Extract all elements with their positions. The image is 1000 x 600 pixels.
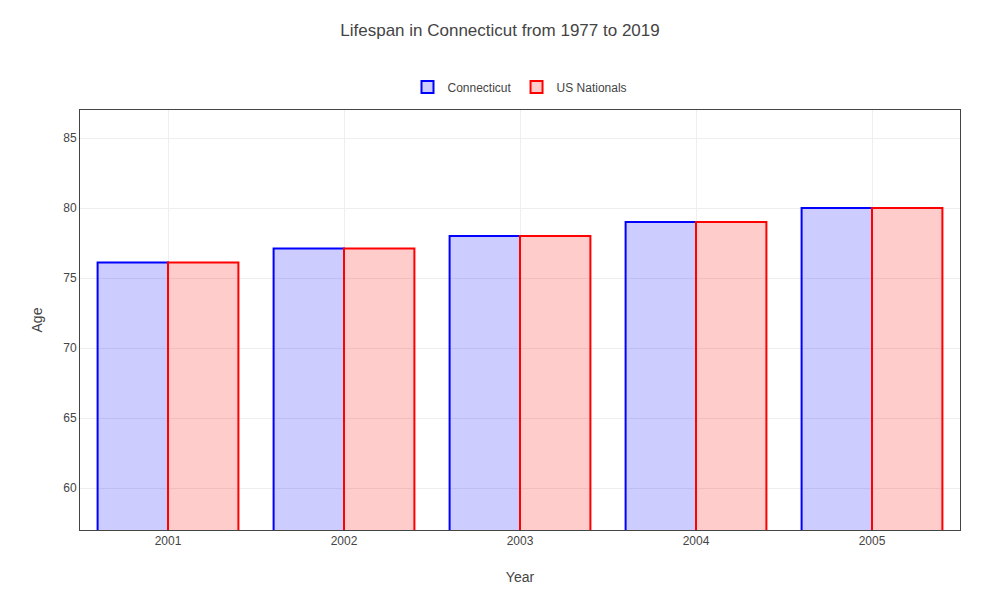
- svg-text:2004: 2004: [683, 534, 710, 548]
- svg-text:US Nationals: US Nationals: [557, 81, 627, 95]
- svg-text:Connecticut: Connecticut: [448, 81, 512, 95]
- svg-text:65: 65: [63, 411, 77, 425]
- svg-text:75: 75: [63, 271, 77, 285]
- svg-text:2003: 2003: [507, 534, 534, 548]
- svg-text:2001: 2001: [155, 534, 182, 548]
- svg-text:2002: 2002: [331, 534, 358, 548]
- svg-text:Year: Year: [506, 569, 535, 585]
- svg-text:60: 60: [63, 481, 77, 495]
- svg-text:Lifespan in Connecticut from 1: Lifespan in Connecticut from 1977 to 201…: [340, 21, 659, 40]
- svg-text:70: 70: [63, 341, 77, 355]
- svg-text:Age: Age: [29, 307, 45, 332]
- svg-text:85: 85: [63, 131, 77, 145]
- svg-text:2005: 2005: [859, 534, 886, 548]
- svg-text:80: 80: [63, 201, 77, 215]
